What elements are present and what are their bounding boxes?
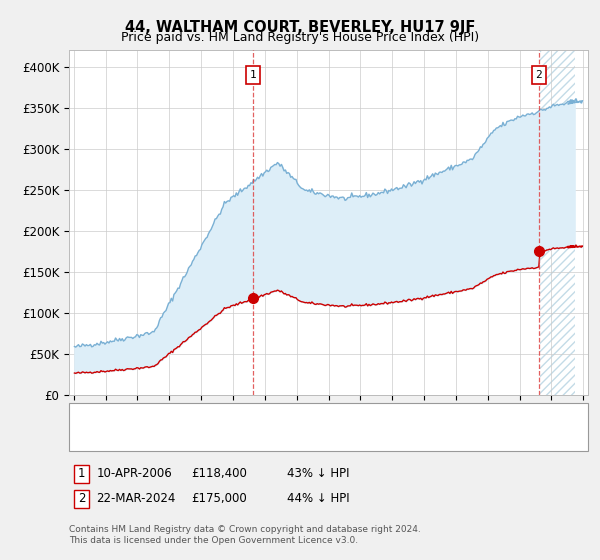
Text: £175,000: £175,000 xyxy=(191,492,247,505)
Text: HPI: Average price, detached house, East Riding of Yorkshire: HPI: Average price, detached house, East… xyxy=(113,433,428,443)
Text: 44% ↓ HPI: 44% ↓ HPI xyxy=(287,492,349,505)
Text: Price paid vs. HM Land Registry's House Price Index (HPI): Price paid vs. HM Land Registry's House … xyxy=(121,31,479,44)
Text: 10-APR-2006: 10-APR-2006 xyxy=(97,466,172,480)
Text: 2: 2 xyxy=(535,70,542,80)
Text: 22-MAR-2024: 22-MAR-2024 xyxy=(97,492,176,505)
Text: 44, WALTHAM COURT, BEVERLEY, HU17 9JF (detached house): 44, WALTHAM COURT, BEVERLEY, HU17 9JF (d… xyxy=(113,411,431,421)
Text: ─────: ───── xyxy=(80,431,118,445)
Text: 1: 1 xyxy=(250,70,257,80)
Text: 1: 1 xyxy=(78,466,85,480)
Text: 43% ↓ HPI: 43% ↓ HPI xyxy=(287,466,349,480)
Text: ─────: ───── xyxy=(80,409,118,423)
Text: Contains HM Land Registry data © Crown copyright and database right 2024.
This d: Contains HM Land Registry data © Crown c… xyxy=(69,525,421,545)
Text: 44, WALTHAM COURT, BEVERLEY, HU17 9JF: 44, WALTHAM COURT, BEVERLEY, HU17 9JF xyxy=(125,20,475,35)
Text: £118,400: £118,400 xyxy=(191,466,247,480)
Text: 2: 2 xyxy=(78,492,85,505)
